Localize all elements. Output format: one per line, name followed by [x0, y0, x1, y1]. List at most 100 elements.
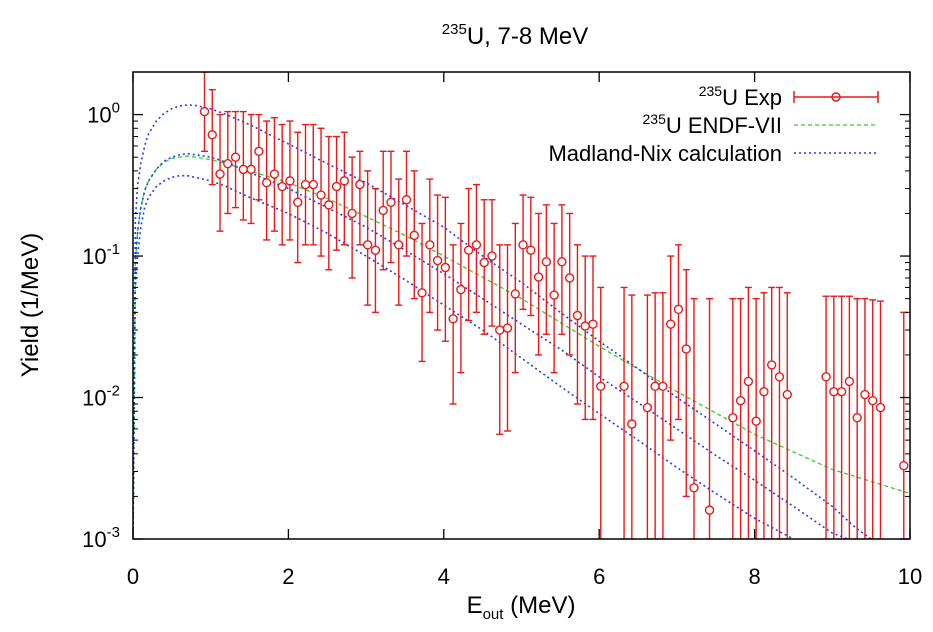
- data-point: [440, 196, 451, 342]
- data-point: [704, 297, 715, 539]
- data-point: [261, 120, 272, 241]
- data-point: [293, 131, 303, 264]
- legend-label-exp: 235U Exp: [699, 83, 782, 110]
- legend-label-endf: 235U ENDF-VII: [643, 111, 782, 138]
- x-tick-label: 8: [748, 564, 760, 589]
- data-point: [782, 292, 792, 539]
- data-point: [199, 72, 210, 153]
- x-tick-label: 6: [593, 564, 605, 589]
- data-point: [541, 204, 552, 335]
- data-point: [868, 299, 878, 539]
- y-tick-label: 10-1: [82, 241, 120, 269]
- data-point: [300, 123, 311, 246]
- x-axis-label: Eout (MeV): [467, 592, 576, 623]
- data-point: [269, 117, 280, 232]
- data-point: [875, 300, 886, 539]
- data-point: [215, 113, 225, 232]
- y-tick-label: 10-3: [82, 524, 120, 552]
- legend-label-endf-main: U ENDF-VII: [666, 113, 782, 138]
- data-point: [751, 297, 761, 539]
- data-point: [448, 244, 458, 405]
- data-point: [230, 110, 241, 209]
- data-point: [246, 113, 256, 225]
- x-axis-label-main: E: [467, 592, 483, 619]
- data-point: [774, 286, 785, 539]
- data-point: [324, 135, 334, 271]
- plot-marks: [133, 72, 910, 539]
- data-point: [487, 199, 497, 327]
- legend-label-exp-superscript: 235: [699, 83, 723, 99]
- data-point: [238, 110, 249, 221]
- data-point: [471, 183, 482, 314]
- data-point: [743, 286, 754, 539]
- madland-nix-curve-3: [133, 174, 794, 539]
- x-axis-label-subscript: out: [483, 606, 505, 623]
- data-point: [277, 123, 287, 246]
- data-point: [432, 194, 443, 331]
- data-point: [285, 120, 295, 241]
- x-tick-label: 2: [282, 564, 294, 589]
- legend-label-exp-main: U Exp: [722, 85, 782, 110]
- data-point: [735, 297, 746, 539]
- data-point: [899, 311, 909, 539]
- data-point: [339, 131, 350, 246]
- data-point: [355, 150, 365, 246]
- data-point: [549, 222, 559, 374]
- data-point: [463, 187, 474, 322]
- data-point: [308, 123, 318, 246]
- data-point: [316, 127, 326, 257]
- x-tick-label: 0: [127, 564, 139, 589]
- data-point: [401, 150, 412, 257]
- data-point: [681, 269, 691, 498]
- data-point: [223, 110, 233, 215]
- x-tick-label: 4: [438, 564, 450, 589]
- data-point: [495, 244, 505, 435]
- data-point: [580, 255, 590, 421]
- data-point: [510, 222, 520, 374]
- y-tick-label: 100: [87, 100, 120, 128]
- data-point: [533, 212, 544, 356]
- plot-frame: [132, 71, 911, 540]
- y-axis-label: Yield (1/MeV): [17, 233, 44, 378]
- data-point: [860, 297, 870, 539]
- data-point: [409, 170, 419, 300]
- data-point: [378, 150, 388, 271]
- data-point: [627, 294, 637, 539]
- chart-title: 235U, 7-8 MeV: [442, 21, 588, 50]
- data-point: [331, 135, 342, 251]
- data-point: [642, 294, 653, 539]
- data-point: [619, 286, 629, 539]
- data-point: [370, 187, 381, 314]
- legend-swatch-exp: [793, 91, 879, 103]
- data-point: [852, 297, 862, 539]
- data-point: [526, 196, 536, 317]
- data-point: [844, 295, 855, 539]
- legend-label-endf-superscript: 235: [643, 111, 667, 127]
- data-point: [362, 170, 373, 306]
- y-tick-label: 10-2: [82, 383, 120, 411]
- data-point: [479, 199, 489, 335]
- data-point: [673, 244, 684, 421]
- data-point: [254, 113, 264, 201]
- x-axis-label-unit: (MeV): [503, 592, 575, 619]
- data-point: [766, 286, 777, 539]
- data-point: [759, 292, 769, 539]
- data-point: [518, 194, 528, 311]
- data-point: [836, 295, 847, 539]
- data-point: [425, 178, 435, 314]
- data-point: [665, 255, 676, 441]
- data-point: [564, 212, 575, 356]
- data-point: [394, 178, 404, 306]
- x-tick-label: 10: [898, 564, 922, 589]
- data-point: [207, 88, 217, 186]
- data-point: [557, 204, 567, 335]
- legend: 235U Exp 235U ENDF-VII Madland-Nix calcu…: [548, 83, 879, 166]
- data-point: [347, 156, 357, 279]
- data-point: [456, 222, 466, 374]
- chart-title-main: U, 7-8 MeV: [467, 23, 588, 50]
- data-point: [596, 286, 606, 539]
- data-point: [658, 292, 668, 539]
- chart-title-superscript: 235: [442, 21, 467, 38]
- data-point: [502, 244, 513, 432]
